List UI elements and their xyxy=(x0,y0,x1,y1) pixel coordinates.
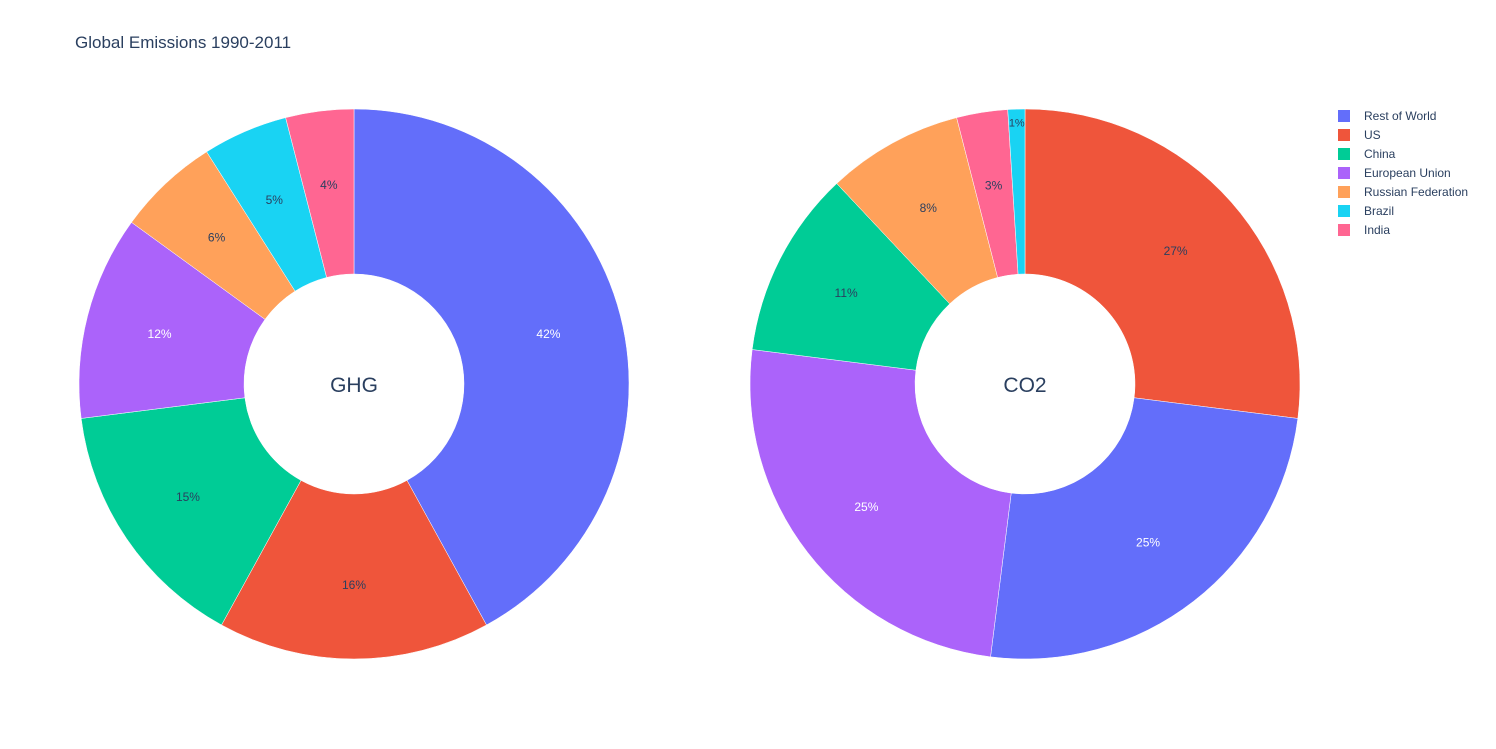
slice-rest-of-world[interactable] xyxy=(353,108,630,626)
slice-us[interactable] xyxy=(1024,108,1301,419)
legend-item[interactable]: Russian Federation xyxy=(1338,182,1468,201)
center-label: GHG xyxy=(330,374,378,397)
legend-label: US xyxy=(1364,127,1381,142)
slice-label: 25% xyxy=(854,500,878,514)
donut-chart-co2: 27% 25% 25% 11% 8% 3% 1% CO2 xyxy=(749,108,1301,660)
slice-us[interactable] xyxy=(221,480,487,660)
legend-swatch xyxy=(1338,109,1350,122)
legend-swatch xyxy=(1338,147,1350,160)
slice-label: 3% xyxy=(985,179,1003,193)
legend-label: Russian Federation xyxy=(1364,184,1469,199)
legend-item[interactable]: Rest of World xyxy=(1338,106,1468,125)
legend-item[interactable]: US xyxy=(1338,125,1468,144)
slice-european-union[interactable] xyxy=(749,349,1012,658)
slice-label: 12% xyxy=(148,327,172,341)
legend-swatch xyxy=(1338,223,1350,236)
legend-item[interactable]: European Union xyxy=(1338,163,1468,182)
slice-brazil[interactable] xyxy=(1007,108,1026,275)
slice-label: 4% xyxy=(320,178,338,192)
slice-china[interactable] xyxy=(751,183,951,371)
legend-label: India xyxy=(1364,222,1391,237)
legend-swatch xyxy=(1338,128,1350,141)
slice-label: 16% xyxy=(342,578,366,592)
slice-label: 5% xyxy=(266,193,284,207)
slice-china[interactable] xyxy=(80,397,302,626)
legend-label: Rest of World xyxy=(1364,108,1437,123)
slice-label: 27% xyxy=(1164,244,1188,258)
slice-label: 11% xyxy=(835,286,858,300)
chart-title: Global Emissions 1990-2011 xyxy=(75,33,292,52)
legend-item[interactable]: India xyxy=(1338,220,1468,239)
slice-label: 42% xyxy=(536,327,560,341)
legend-item[interactable]: Brazil xyxy=(1338,201,1468,220)
legend-swatch xyxy=(1338,166,1350,179)
legend[interactable]: Rest of World US China European Union Russia… xyxy=(1338,106,1468,239)
legend-item[interactable]: China xyxy=(1338,144,1468,163)
slice-india[interactable] xyxy=(285,108,355,278)
legend-label: European Union xyxy=(1364,165,1451,180)
center-label: CO2 xyxy=(1003,374,1046,397)
legend-label: Brazil xyxy=(1364,203,1395,218)
slice-label: 15% xyxy=(176,490,200,504)
slice-rest-of-world[interactable] xyxy=(990,397,1299,660)
slice-label: 1% xyxy=(1009,117,1025,129)
slice-label: 25% xyxy=(1136,536,1160,550)
slice-european-union[interactable] xyxy=(78,222,266,419)
slice-label: 8% xyxy=(920,201,938,215)
legend-swatch xyxy=(1338,185,1350,198)
legend-swatch xyxy=(1338,204,1350,217)
slice-label: 6% xyxy=(208,231,226,245)
legend-label: China xyxy=(1364,146,1396,161)
donut-chart-ghg: 42% 16% 15% 12% 6% 5% 4% GHG xyxy=(78,108,630,660)
